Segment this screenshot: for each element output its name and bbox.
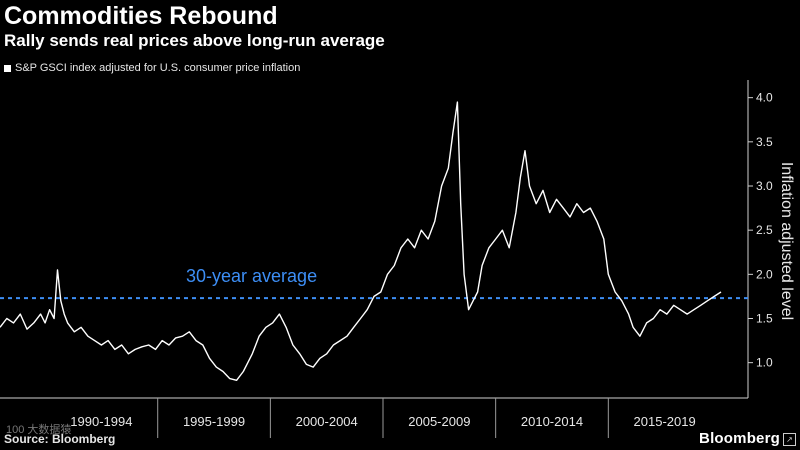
y-tick-label: 1.0 xyxy=(756,356,773,370)
x-category-label: 2005-2009 xyxy=(408,414,470,429)
y-tick-label: 3.0 xyxy=(756,179,773,193)
average-label: 30-year average xyxy=(186,266,317,286)
x-category-label: 2000-2004 xyxy=(296,414,358,429)
y-tick-label: 1.5 xyxy=(756,312,773,326)
labels-layer: 1.0 1.5 2.0 2.5 3.0 3.5 4.0 1990-1994 1995-1999 2… xyxy=(70,91,795,429)
x-category-label: 2010-2014 xyxy=(521,414,583,429)
chart-title: Commodities Rebound xyxy=(4,2,278,30)
expand-icon: ↗ xyxy=(783,433,796,446)
legend: S&P GSCI index adjusted for U.S. consume… xyxy=(4,62,300,74)
chart-subtitle: Rally sends real prices above long-run a… xyxy=(4,31,385,50)
y-axis-title: Inflation adjusted level xyxy=(778,162,795,320)
series-line xyxy=(0,101,722,381)
y-tick-label: 2.0 xyxy=(756,267,773,281)
source-note: Source: Bloomberg xyxy=(4,432,116,446)
y-tick-label: 4.0 xyxy=(756,91,773,105)
x-category-label: 2015-2019 xyxy=(634,414,696,429)
legend-label: S&P GSCI index adjusted for U.S. consume… xyxy=(15,62,301,74)
x-category-label: 1990-1994 xyxy=(70,414,132,429)
series-layer xyxy=(0,101,722,381)
y-tick-label: 2.5 xyxy=(756,223,773,237)
watermark: 100 大数据猿 xyxy=(6,424,72,436)
average-reference: 30-year average xyxy=(0,266,748,300)
y-tick-label: 3.5 xyxy=(756,135,773,149)
brand-logo: Bloomberg xyxy=(699,430,780,447)
axes xyxy=(0,80,753,438)
legend-swatch xyxy=(4,64,11,72)
x-category-label: 1995-1999 xyxy=(183,414,245,429)
